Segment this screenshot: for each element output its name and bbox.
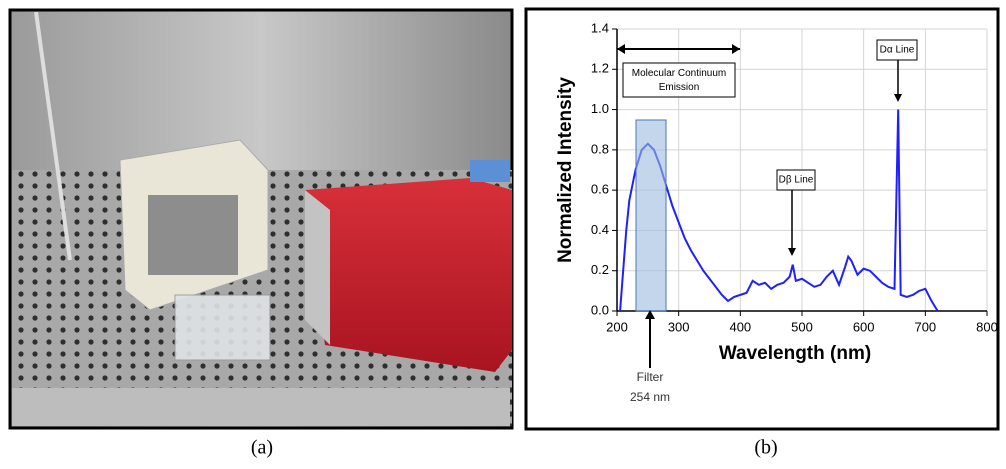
x-tick-label: 800 (976, 319, 998, 334)
panel-label: (a) (251, 437, 273, 459)
x-axis-label: Wavelength (nm) (719, 343, 871, 364)
x-tick-label: 300 (668, 319, 690, 334)
arrow-head (788, 248, 796, 256)
y-tick-label: 0.8 (591, 141, 609, 156)
annotation: Dβ Line (779, 175, 814, 186)
y-tick-label: 0.0 (591, 302, 609, 317)
y-tick-label: 0.6 (591, 182, 609, 197)
y-axis-label: Normalized Intensity (555, 77, 576, 263)
chart-frame (524, 7, 1000, 431)
annotation-box (776, 169, 816, 191)
annotation-box (876, 39, 918, 61)
y-tick-label: 0.4 (591, 222, 609, 237)
filter-band (635, 119, 667, 312)
y-tick-label: 1.2 (591, 61, 609, 76)
annotation: Dα Line (880, 45, 915, 56)
arrow-head (645, 310, 655, 319)
x-tick-label: 600 (853, 319, 875, 334)
annotation-box (622, 62, 736, 98)
arrow-head (894, 94, 902, 102)
annotation: Filter (637, 370, 664, 384)
annotation: Molecular Continuum Emission (632, 68, 727, 93)
y-tick-label: 1.0 (591, 101, 609, 116)
annotation: 254 nm (630, 390, 670, 404)
photo (8, 8, 514, 430)
y-tick-label: 0.2 (591, 262, 609, 277)
x-tick-label: 200 (606, 319, 628, 334)
y-tick-label: 1.4 (591, 20, 609, 35)
series-line (619, 109, 939, 312)
panel-label: (b) (754, 437, 777, 459)
x-tick-label: 400 (729, 319, 751, 334)
x-tick-label: 500 (791, 319, 813, 334)
x-tick-label: 700 (914, 319, 936, 334)
